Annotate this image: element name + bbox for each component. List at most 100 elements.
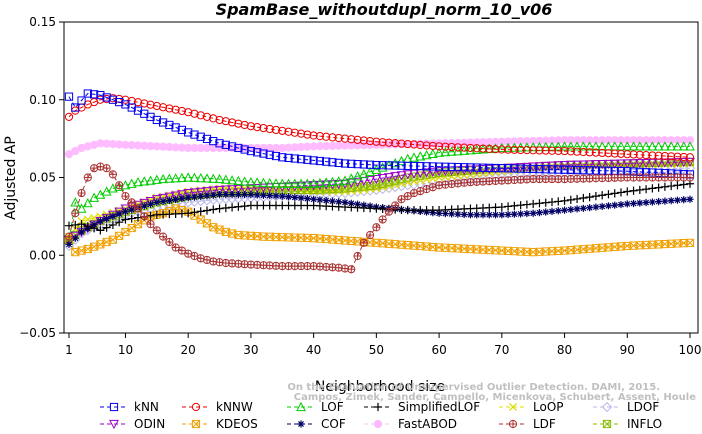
data-point-cof (159, 197, 167, 206)
data-point-odin (402, 170, 413, 180)
data-point-knn (83, 89, 92, 98)
y-axis: −0.05 0.00 0.05 0.10 0.15 (19, 15, 64, 340)
data-point-lof (183, 172, 194, 182)
data-point-knn (71, 103, 80, 112)
data-point-odin (565, 160, 576, 171)
data-point-knn (334, 158, 343, 167)
legend-item-knn: kNN (100, 400, 159, 414)
data-point-lof (390, 158, 401, 168)
data-point-odin (396, 171, 407, 181)
data-point-knnw (641, 151, 651, 160)
data-point-fastabod (71, 146, 80, 156)
data-point-cof (115, 210, 123, 218)
data-point-knnw (485, 144, 494, 153)
legend-item-ldf: LDF (499, 417, 556, 431)
legend: kNN kNNW LOF SimplifiedLOF LoOP LDOF ODIN KDEOS… (100, 400, 662, 431)
data-point-knn (510, 164, 519, 173)
data-point-cof (661, 197, 669, 205)
data-point-cof (172, 195, 180, 204)
data-point-lof (314, 177, 325, 188)
data-point-lof (114, 181, 125, 191)
data-point-odin (195, 187, 206, 197)
data-point-cof (567, 205, 575, 214)
data-point-odin (252, 183, 263, 194)
data-point-odin (233, 184, 244, 195)
data-point-knn (478, 163, 488, 172)
data-point-kdeos (685, 238, 695, 247)
data-point-knnw (397, 139, 406, 148)
data-point-lof (672, 141, 683, 151)
data-point-simplifiedlof (503, 202, 513, 211)
data-point-odin (509, 163, 520, 173)
data-point-lof (202, 173, 212, 183)
data-point-odin (308, 181, 319, 191)
data-point-lof (289, 178, 300, 188)
data-point-simplifiedlof (196, 207, 205, 216)
data-point-lof (653, 141, 664, 151)
data-point-odin (164, 192, 175, 202)
data-point-knn (108, 95, 118, 104)
data-point-knn (472, 163, 481, 172)
data-point-knn (259, 149, 268, 158)
data-point-odin (346, 178, 357, 188)
data-point-lof (82, 197, 93, 208)
data-point-knnw (572, 147, 582, 156)
data-point-lof (133, 177, 143, 187)
data-point-lof (590, 141, 601, 151)
data-point-cof (454, 210, 462, 218)
legend-marker-knn (109, 402, 119, 412)
data-point-lof (503, 142, 514, 152)
data-point-odin (371, 174, 382, 185)
data-point-simplifiedlof (497, 202, 506, 212)
data-point-cof (310, 195, 318, 203)
data-point-cof (247, 191, 255, 199)
data-point-odin (434, 167, 445, 177)
data-point-lof (271, 178, 281, 188)
data-point-lof (239, 176, 250, 186)
series-knn (64, 89, 695, 179)
data-point-lof (553, 141, 564, 151)
data-point-knnw (422, 141, 431, 150)
data-point-odin (534, 162, 545, 172)
data-point-cof (266, 191, 274, 200)
data-point-simplifiedlof (115, 218, 124, 227)
data-point-knnw (667, 152, 676, 161)
data-point-simplifiedlof (209, 205, 218, 214)
data-point-knn (322, 157, 331, 166)
data-point-fastabod (685, 136, 695, 145)
data-point-knnw (190, 109, 199, 118)
legend-label-cof: COF (321, 417, 346, 431)
data-point-lof (666, 141, 677, 151)
data-point-knnw (660, 151, 670, 161)
data-point-knnw (466, 143, 475, 153)
data-point-knnw (353, 135, 362, 144)
data-point-lof (164, 173, 175, 183)
data-point-lof (446, 146, 457, 156)
data-point-knn (158, 118, 168, 127)
data-point-knnw (391, 139, 400, 148)
data-point-cof (71, 234, 79, 242)
data-point-lof (346, 173, 357, 183)
data-point-lof (264, 177, 275, 188)
data-point-simplifiedlof (560, 196, 569, 205)
data-point-lof (189, 172, 200, 182)
data-point-knn (541, 165, 550, 174)
data-point-lof (158, 173, 169, 184)
data-point-simplifiedlof (184, 209, 193, 218)
data-point-cof (303, 195, 311, 203)
data-point-knnw (478, 144, 488, 153)
legend-label-ldf: LDF (533, 417, 556, 431)
data-point-knn (453, 162, 463, 172)
data-point-cof (636, 199, 644, 207)
series-ldf (64, 162, 695, 274)
data-point-simplifiedlof (221, 203, 230, 213)
data-point-cof (335, 198, 343, 206)
data-point-simplifiedlof (554, 197, 563, 206)
data-point-simplifiedlof (71, 220, 80, 230)
data-point-lof (76, 203, 87, 213)
data-point-knn (303, 155, 312, 164)
legend-item-kdeos: KDEOS (182, 417, 258, 431)
data-point-lof (678, 141, 689, 151)
data-point-odin (528, 162, 539, 172)
